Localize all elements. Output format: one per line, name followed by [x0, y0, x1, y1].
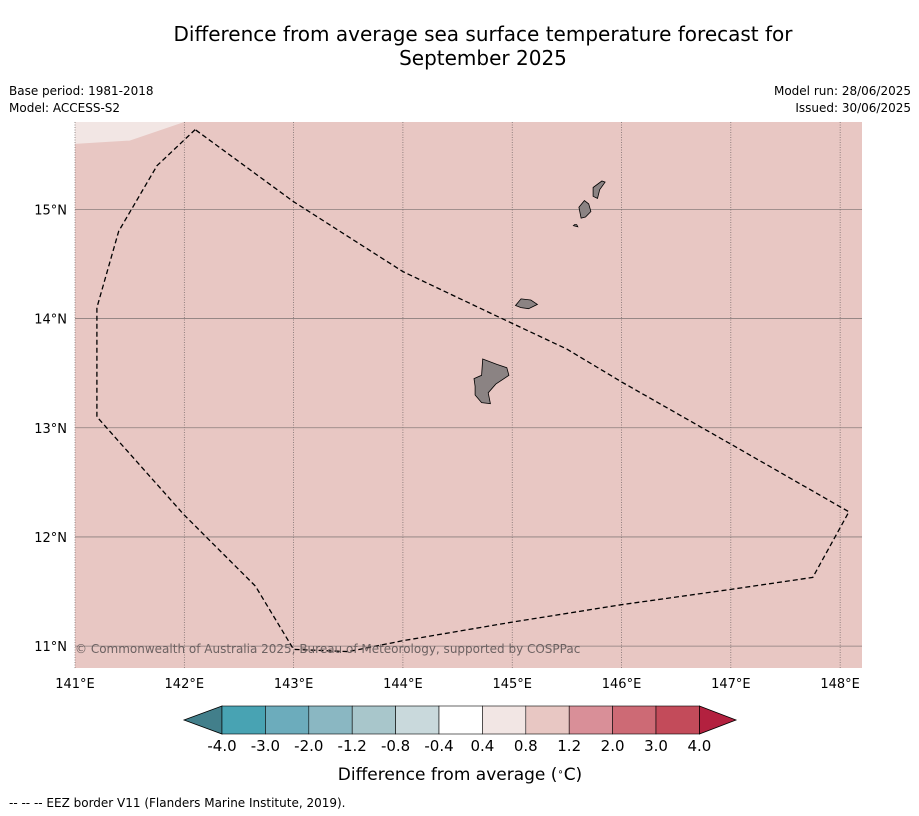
colorbar-segment	[395, 705, 440, 735]
issued-date: Issued: 30/06/2025	[795, 101, 911, 115]
colorbar-segment	[351, 705, 396, 735]
island	[572, 224, 579, 228]
model-name: Model: ACCESS-S2	[9, 101, 121, 115]
colorbar-label: Difference from average (∘C)	[338, 765, 582, 785]
colorbar-tick-label: -0.8	[381, 737, 410, 755]
meta-right: Model run: 28/06/2025 Issued: 30/06/2025	[774, 83, 911, 117]
title-line-2: September 2025	[399, 46, 567, 70]
colorbar-tick-label: 3.0	[644, 737, 668, 755]
colorbar-segment	[265, 705, 310, 735]
colorbar-segment	[655, 705, 700, 735]
colorbar-tick-label: -1.2	[338, 737, 367, 755]
island	[592, 180, 606, 199]
latitude-tick-label: 14°N	[34, 313, 67, 328]
latitude-tick-label: 15°N	[34, 203, 67, 218]
latitude-tick-label: 12°N	[34, 531, 67, 546]
colorbar-tick-label: 1.2	[557, 737, 581, 755]
colorbar-tick-label: 2.0	[601, 737, 625, 755]
eez-border	[96, 129, 850, 653]
longitude-tick-label: 144°E	[383, 677, 423, 692]
base-period: Base period: 1981-2018	[9, 84, 154, 98]
island	[473, 358, 510, 405]
colorbar-tick-label: 0.4	[470, 737, 494, 755]
longitude-tick-label: 145°E	[492, 677, 532, 692]
colorbar-tick-label: -2.0	[294, 737, 323, 755]
colorbar-segment	[308, 705, 353, 735]
title-line-1: Difference from average sea surface temp…	[173, 22, 793, 46]
colorbar-tick-label: 4.0	[687, 737, 711, 755]
colorbar-tick-label: -0.4	[424, 737, 453, 755]
colorbar-segment	[438, 705, 483, 735]
copyright-notice: © Commonwealth of Australia 2025, Bureau…	[75, 642, 580, 656]
colorbar-under-arrow	[182, 705, 223, 735]
colorbar-segment	[525, 705, 570, 735]
longitude-tick-label: 142°E	[165, 677, 205, 692]
colorbar-tick-label: 0.8	[514, 737, 538, 755]
colorbar-over-arrow	[699, 705, 738, 735]
model-run: Model run: 28/06/2025	[773, 84, 911, 98]
colorbar-segment	[568, 705, 613, 735]
sst-field-cooler-corner	[75, 122, 185, 144]
map-layer: 141°E 142°E 143°E 144°E 145°E 146°E 147°E 148°E…	[34, 122, 862, 692]
meta-left: Base period: 1981-2018 Model: ACCESS-S2	[9, 83, 154, 117]
colorbar-tick-label: -4.0	[207, 737, 236, 755]
island	[578, 200, 592, 219]
colorbar-segment	[221, 705, 266, 735]
latitude-tick-label: 13°N	[34, 422, 67, 437]
longitude-tick-label: 148°E	[820, 677, 860, 692]
colorbar-segment	[482, 705, 527, 735]
island	[514, 298, 539, 310]
longitude-tick-label: 147°E	[711, 677, 751, 692]
longitude-tick-label: 141°E	[55, 677, 95, 692]
longitude-tick-label: 143°E	[274, 677, 314, 692]
eez-footnote: -- -- -- EEZ border V11 (Flanders Marine…	[9, 796, 346, 810]
colorbar: -4.0 -3.0 -2.0 -1.2 -0.8 -0.4 0.4 0.8 1.2 2.0 3.0 4…	[182, 705, 738, 785]
sst-field	[75, 122, 862, 668]
longitude-tick-label: 146°E	[602, 677, 642, 692]
colorbar-tick-label: -3.0	[251, 737, 280, 755]
colorbar-segment	[612, 705, 657, 735]
latitude-tick-label: 11°N	[34, 640, 67, 655]
chart-title: Difference from average sea surface temp…	[0, 22, 919, 70]
